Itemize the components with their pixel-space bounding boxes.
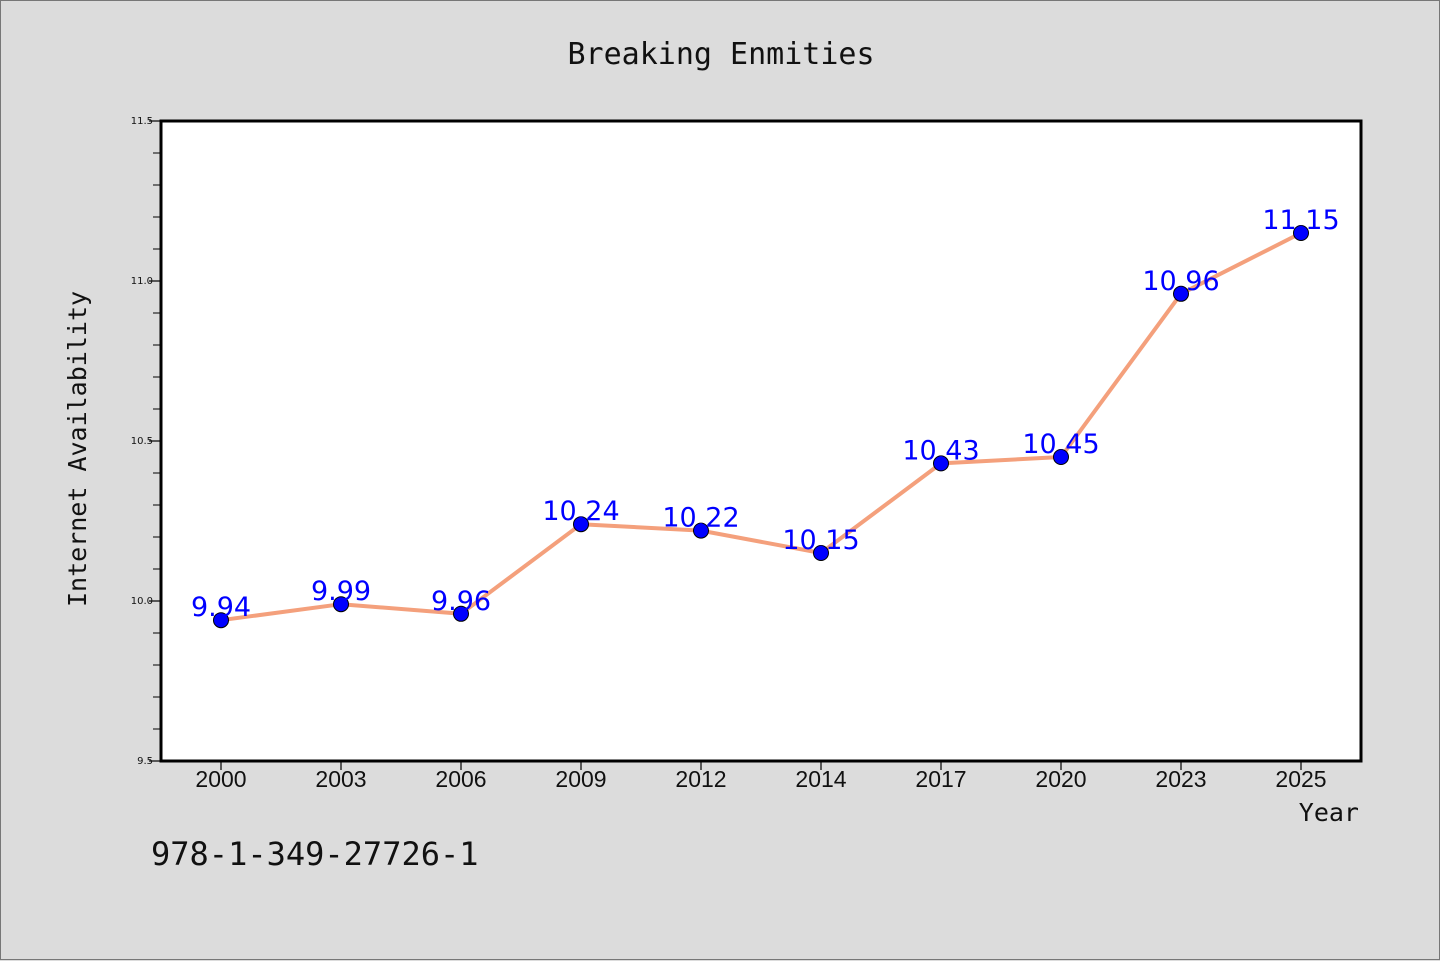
x-tick-label: 2003 bbox=[315, 766, 366, 792]
y-tick-label: 10.5 bbox=[131, 436, 153, 447]
data-point bbox=[693, 522, 709, 539]
x-tick-label: 2020 bbox=[1035, 766, 1086, 792]
y-axis-label: Internet Availability bbox=[63, 291, 92, 607]
data-label: 9.99 bbox=[311, 576, 371, 607]
data-point bbox=[1173, 285, 1189, 302]
data-point bbox=[333, 596, 349, 613]
data-label: 10.24 bbox=[542, 496, 619, 527]
x-tick-label: 2023 bbox=[1155, 766, 1206, 792]
x-axis: 2000 2003 2006 2009 2012 2014 2017 2020 2023 2025 bbox=[195, 761, 1327, 792]
data-point bbox=[933, 455, 949, 472]
data-label: 11.15 bbox=[1262, 205, 1339, 236]
x-tick-label: 2000 bbox=[195, 766, 246, 792]
y-tick-label: 9.5 bbox=[137, 756, 153, 767]
data-label: 9.96 bbox=[431, 586, 491, 617]
data-label: 10.96 bbox=[1142, 266, 1219, 297]
data-point bbox=[453, 605, 469, 622]
data-point bbox=[213, 612, 229, 629]
data-label: 10.22 bbox=[662, 503, 739, 534]
y-tick-label: 11.5 bbox=[131, 116, 153, 127]
series-line bbox=[219, 231, 1303, 623]
chart-title: Breaking Enmities bbox=[567, 37, 874, 72]
data-label: 10.15 bbox=[782, 525, 859, 556]
x-tick-label: 2017 bbox=[915, 766, 966, 792]
data-point bbox=[573, 516, 589, 533]
data-point bbox=[1053, 449, 1069, 465]
x-tick-label: 2012 bbox=[675, 766, 726, 792]
x-tick-label: 2014 bbox=[795, 766, 846, 792]
data-label: 10.45 bbox=[1022, 429, 1099, 460]
isbn-annotation: 978-1-349-27726-1 bbox=[151, 835, 479, 873]
data-label: 10.43 bbox=[902, 435, 979, 466]
y-tick-label: 10.0 bbox=[131, 596, 153, 607]
data-point bbox=[1293, 225, 1309, 241]
y-axis: 9.5 10.0 10.5 11.0 11.5 bbox=[131, 116, 161, 767]
x-axis-label: Year bbox=[1299, 798, 1359, 827]
series-group: 9.94 9.99 9.96 10.24 10.22 10.15 10.43 10.45 10.… bbox=[191, 205, 1340, 629]
x-tick-label: 2006 bbox=[435, 766, 486, 792]
data-point bbox=[813, 545, 829, 561]
x-tick-label: 2025 bbox=[1275, 766, 1326, 792]
x-tick-label: 2009 bbox=[555, 766, 606, 792]
y-tick-label: 11.0 bbox=[131, 276, 153, 287]
data-label: 9.94 bbox=[191, 592, 251, 623]
plot-area bbox=[159, 119, 1363, 763]
